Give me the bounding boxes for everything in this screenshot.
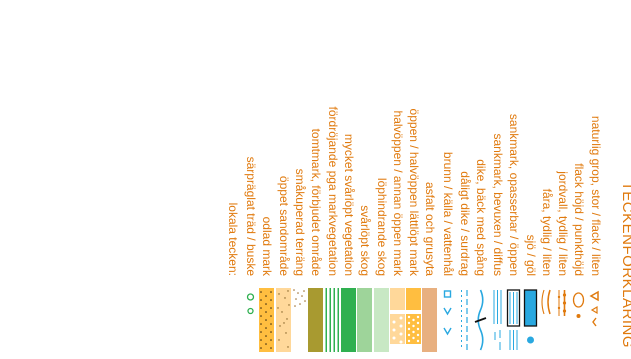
difficult-forest-swatch bbox=[357, 288, 372, 352]
legend-row-cultivated-land: odlad mark bbox=[259, 0, 274, 359]
legend-label: halvöppen / annan öppen mark bbox=[391, 110, 405, 276]
legend-row-distinct-tree: särpräglat träd / buske bbox=[243, 0, 258, 359]
distinct-tree-icons bbox=[246, 293, 255, 315]
legend-row-impassable-vegetation: mycket svårlöpt vegetation bbox=[341, 0, 356, 359]
water-feature-icons bbox=[443, 290, 452, 336]
legend-label: fåra, tydlig / liten bbox=[540, 188, 554, 276]
legend-row-out-of-bounds: tomtmark, förbjudet område bbox=[308, 0, 323, 359]
legend-label: odlad mark bbox=[260, 216, 274, 276]
legend-label: dike, bäck med spång bbox=[474, 159, 488, 276]
legend-label: jordvall, tydlig / liten bbox=[556, 171, 570, 276]
legend-title: TECKENFÖRKLARING bbox=[619, 181, 631, 348]
legend-label: småkuperad terräng bbox=[293, 168, 307, 276]
legend-row-marsh-overgrown: sankmark, bevuxen / diffus bbox=[490, 0, 505, 359]
legend-row-undergrowth: fördröjande pga markvegetation bbox=[325, 0, 340, 359]
legend-row-erosion-gully: fåra, tydlig / liten bbox=[539, 0, 554, 359]
legend-label: löphindrande skog bbox=[375, 177, 389, 276]
legend-row-natural-pit: naturlig grop, stor / flack / liten bbox=[588, 0, 603, 359]
legend-row-paved-area: asfalt och grusyta bbox=[422, 0, 437, 359]
legend-label: flack höjd / punkthöjd bbox=[572, 163, 586, 276]
legend-row-slow-run-forest: löphindrande skog bbox=[374, 0, 389, 359]
legend-label: asfalt och grusyta bbox=[423, 181, 437, 276]
out-of-bounds-swatch bbox=[308, 288, 323, 352]
minor-ditch-icons bbox=[461, 290, 468, 350]
other-open-land-swatch bbox=[390, 314, 405, 344]
undergrowth-swatch bbox=[325, 288, 339, 352]
legend-label: sankmark, bevuxen / diffus bbox=[491, 133, 505, 276]
open-sand-swatch bbox=[276, 288, 291, 352]
legend-row-semi-open-land: halvöppen / annan öppen mark bbox=[390, 0, 405, 359]
legend-label: särpräglat träd / buske bbox=[244, 156, 258, 276]
legend-row-water-features: brunn / källa / vattenhål bbox=[440, 0, 455, 359]
legend-label: öppet sandområde bbox=[277, 175, 291, 276]
legend-row-open-sand: öppet sandområde bbox=[276, 0, 291, 359]
legend-row-marsh-open: sankmark, opasserbar / öppen bbox=[506, 0, 521, 359]
legend-label: brunn / källa / vattenhål bbox=[441, 151, 455, 276]
legend-row-stream: dike, bäck med spång bbox=[473, 0, 488, 359]
legend-label: tomtmark, förbjudet område bbox=[309, 128, 323, 276]
legend-row-lake: sjö / göl bbox=[523, 0, 538, 359]
broken-ground-swatch bbox=[293, 289, 306, 307]
marsh-open-icons bbox=[506, 289, 521, 350]
lake-icons bbox=[523, 289, 538, 344]
rough-open-land-swatch bbox=[406, 314, 421, 344]
legend-row-local-signs: lokala tecken: bbox=[225, 0, 240, 359]
legend-label: sankmark, opasserbar / öppen bbox=[507, 113, 521, 276]
knoll-icons bbox=[572, 292, 585, 318]
legend-label: dåligt dike / surdrag bbox=[458, 171, 472, 276]
open-land-swatch bbox=[406, 288, 421, 310]
pit-icons bbox=[589, 290, 599, 327]
paved-area-swatch bbox=[422, 288, 437, 352]
cultivated-land-swatch bbox=[259, 288, 274, 352]
legend-label: sjö / göl bbox=[524, 234, 538, 276]
legend-label: lokala tecken: bbox=[226, 202, 240, 276]
slow-run-forest-swatch bbox=[374, 288, 389, 352]
legend-row-knoll: flack höjd / punkthöjd bbox=[571, 0, 586, 359]
legend-label: mycket svårlöpt vegetation bbox=[342, 133, 356, 276]
legend-row-difficult-forest: svårlöpt skog bbox=[357, 0, 372, 359]
legend-row-broken-ground: småkuperad terräng bbox=[292, 0, 307, 359]
marsh-overgrown-icons bbox=[493, 290, 502, 350]
legend-label: svårlöpt skog bbox=[358, 205, 372, 276]
legend-label: fördröjande pga markvegetation bbox=[326, 106, 340, 276]
semi-open-land-swatch bbox=[390, 288, 405, 310]
legend-row-minor-ditch: dåligt dike / surdrag bbox=[457, 0, 472, 359]
legend-row-earth-wall: jordvall, tydlig / liten bbox=[555, 0, 570, 359]
stream-icons bbox=[474, 289, 487, 351]
legend-label: öppen / halvöppen lättlöpt mark bbox=[407, 108, 421, 276]
gully-icons bbox=[541, 289, 551, 315]
impassable-vegetation-swatch bbox=[341, 288, 356, 352]
legend-label: naturlig grop, stor / flack / liten bbox=[589, 115, 603, 276]
legend-row-open-land: öppen / halvöppen lättlöpt mark bbox=[406, 0, 421, 359]
earth-wall-icons bbox=[557, 290, 567, 316]
